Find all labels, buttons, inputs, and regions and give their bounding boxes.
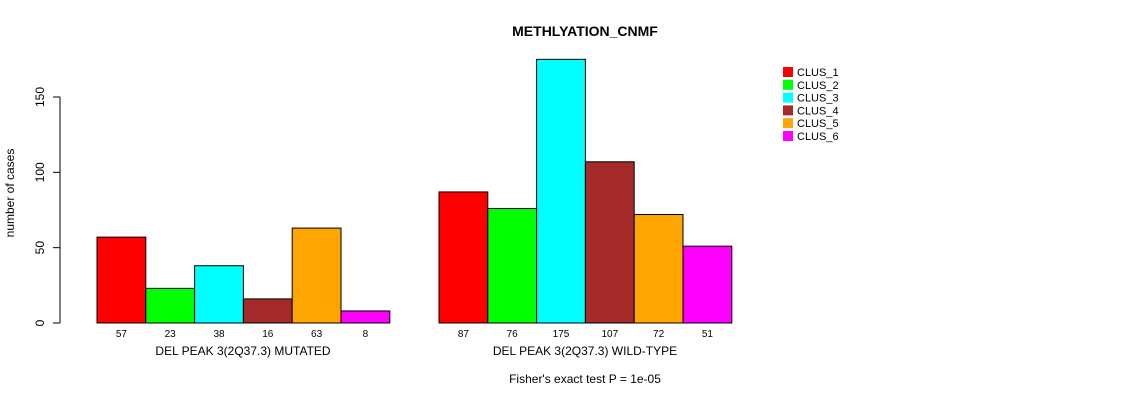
legend-label-6: CLUS_6 [797, 131, 839, 143]
bars [96, 58, 733, 324]
count-label-group2-1: 87 [458, 329, 470, 340]
count-label-group1-4: 16 [262, 329, 274, 340]
y-axis-label: number of cases [3, 149, 17, 238]
legend-label-5: CLUS_5 [797, 118, 839, 130]
count-label-group1-6: 8 [363, 329, 369, 340]
count-label-group2-4: 107 [601, 329, 618, 340]
y-tick-label-0: 0 [33, 319, 47, 326]
bar-group2-clus-4 [584, 161, 635, 324]
bar-group2-clus-5 [633, 214, 684, 324]
bar-group2-clus-6 [682, 245, 733, 324]
count-label-group2-2: 76 [507, 329, 519, 340]
fisher-test-footnote: Fisher's exact test P = 1e-05 [509, 372, 661, 386]
count-label-group1-1: 57 [116, 329, 128, 340]
legend-swatch-3 [783, 92, 793, 103]
legend-swatch-5 [783, 118, 793, 129]
bar-group2-clus-2 [487, 207, 538, 324]
count-label-group1-5: 63 [311, 329, 323, 340]
y-tick-label-150: 150 [33, 87, 47, 107]
chart-title: METHLYATION_CNMF [512, 23, 658, 39]
legend-label-2: CLUS_2 [797, 80, 839, 92]
legend-label-3: CLUS_3 [797, 93, 839, 105]
legend-label-1: CLUS_1 [797, 67, 839, 79]
legend-label-4: CLUS_4 [797, 105, 839, 117]
legend-swatch-4 [783, 105, 793, 116]
y-tick-label-100: 100 [33, 162, 47, 182]
group-label-wild-type: DEL PEAK 3(2Q37.3) WILD-TYPE [493, 344, 677, 358]
bar-group2-clus-1 [438, 191, 489, 324]
bar-group2-clus-3 [536, 58, 586, 324]
count-labels: 57 23 38 16 63 8 87 76 175 107 72 51 [116, 329, 714, 340]
group-label-mutated: DEL PEAK 3(2Q37.3) MUTATED [155, 344, 330, 358]
bar-group1-clus-6 [340, 310, 391, 324]
y-tick-label-50: 50 [33, 241, 47, 255]
bar-group1-clus-5 [291, 227, 342, 324]
count-label-group2-5: 72 [653, 329, 665, 340]
legend-swatch-6 [783, 131, 793, 141]
bar-group1-clus-2 [145, 287, 196, 324]
count-label-group1-2: 23 [165, 329, 177, 340]
bar-group1-clus-1 [96, 236, 147, 324]
y-axis: 0 50 100 150 [33, 87, 61, 326]
count-label-group2-3: 175 [553, 329, 570, 340]
legend-swatch-2 [783, 79, 793, 90]
legend-swatch-1 [783, 67, 793, 77]
bar-group1-clus-3 [194, 265, 244, 324]
count-label-group2-6: 51 [702, 329, 714, 340]
count-label-group1-3: 38 [213, 329, 225, 340]
bar-group1-clus-4 [242, 298, 293, 324]
